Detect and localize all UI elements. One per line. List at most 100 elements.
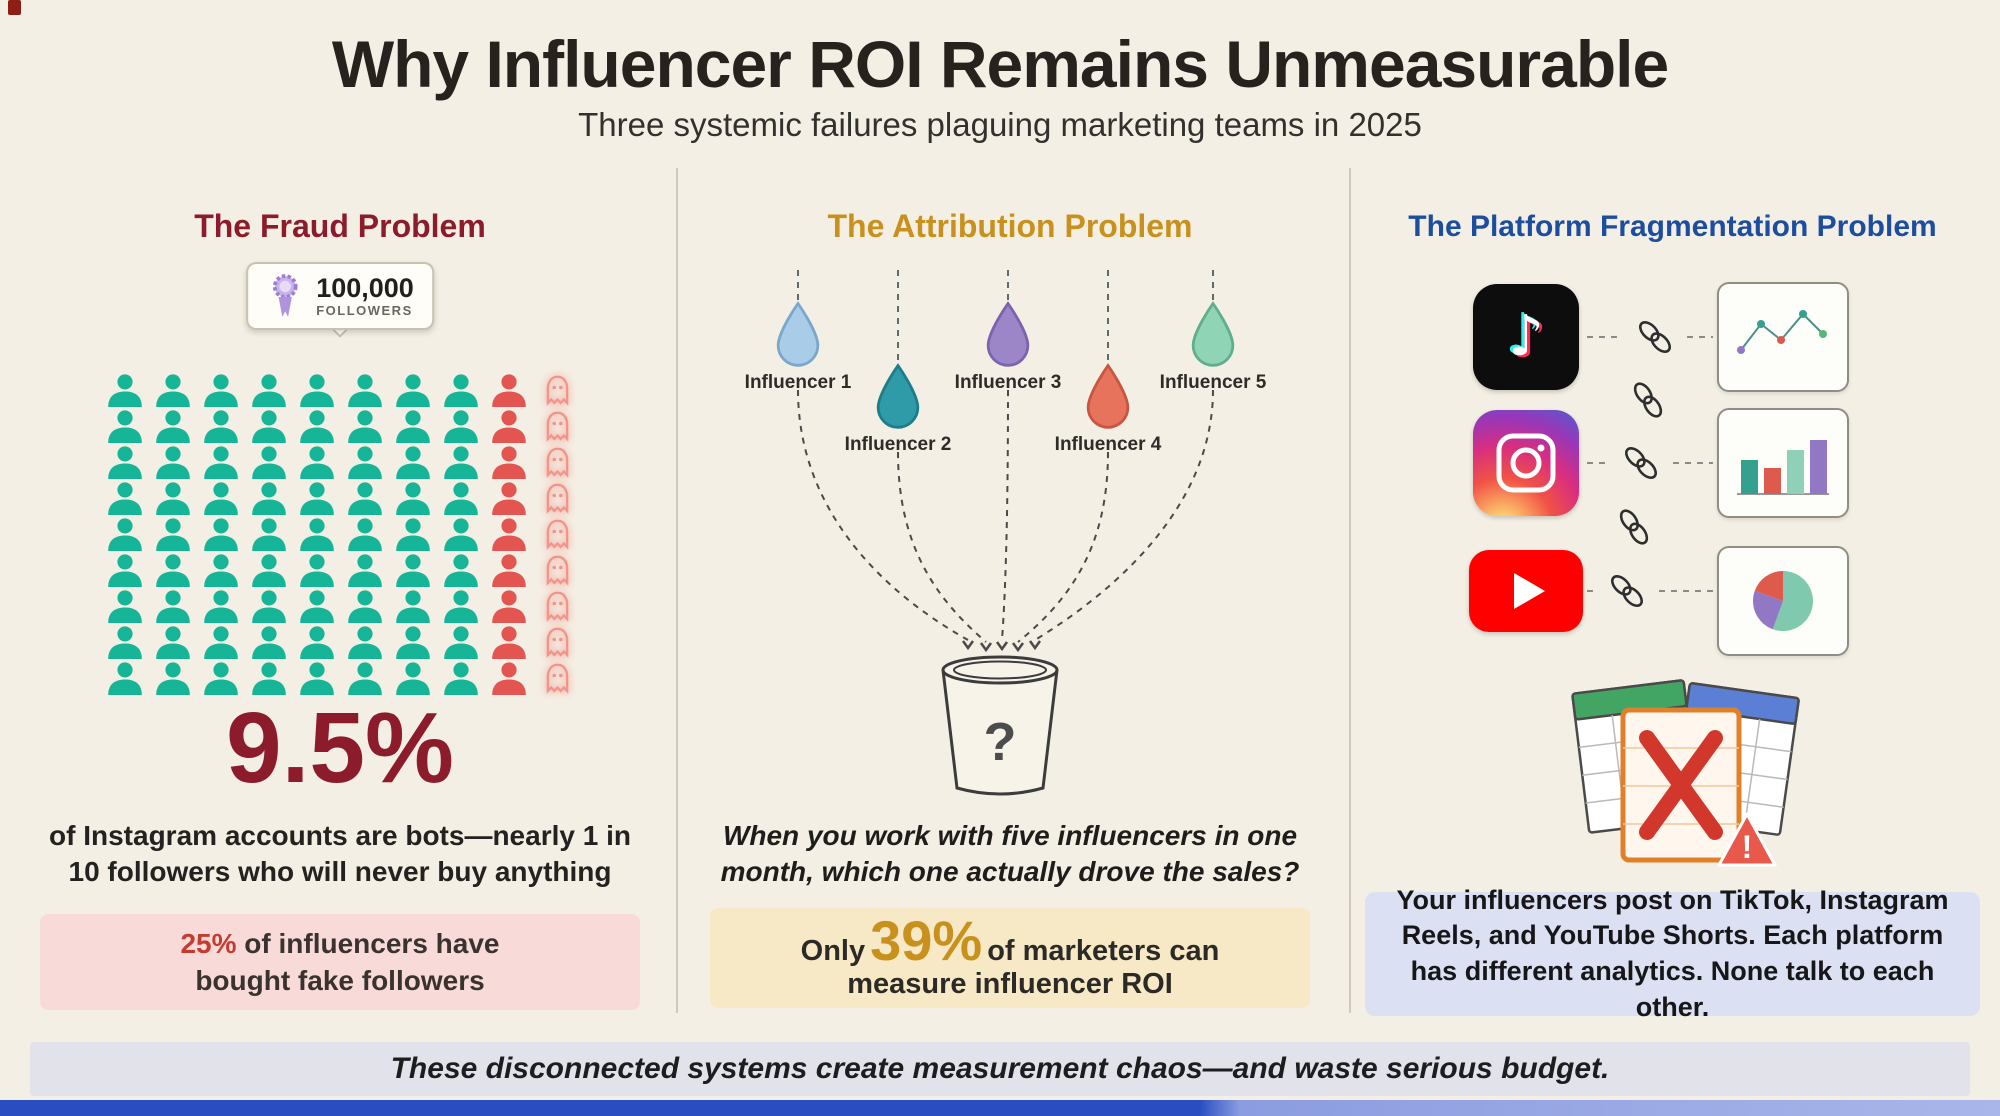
follower-icon-real bbox=[248, 590, 290, 623]
influencer-label: Influencer 4 bbox=[1054, 434, 1162, 455]
droplet-icon bbox=[1086, 363, 1130, 429]
bottom-accent-bar bbox=[0, 1100, 2000, 1116]
influencer-drop: Influencer 1 bbox=[743, 300, 853, 394]
attr-callout-highlight: 39% bbox=[870, 908, 983, 972]
line-chart-icon bbox=[1717, 282, 1849, 392]
follower-grid bbox=[101, 372, 581, 696]
bucket-icon: ? bbox=[941, 655, 1059, 796]
attribution-question: When you work with five influencers in o… bbox=[720, 820, 1300, 888]
footer-text: These disconnected systems create measur… bbox=[390, 1052, 1610, 1085]
follower-icon-real bbox=[440, 590, 482, 623]
follower-icon-ghost bbox=[541, 409, 574, 444]
tiktok-note-glyph: ♪ bbox=[1508, 304, 1544, 369]
droplet-feed-lines bbox=[797, 270, 1214, 362]
fragmentation-callout: Your influencers post on TikTok, Instagr… bbox=[1365, 885, 1980, 1022]
follower-icon-real bbox=[152, 374, 194, 407]
footer-banner: These disconnected systems create measur… bbox=[30, 1042, 1970, 1096]
attribution-flow-diagram: ? bbox=[797, 270, 1214, 796]
arrowheads bbox=[961, 640, 1042, 653]
disconnected-spreadsheets-icon: ! bbox=[1571, 679, 1800, 867]
follower-icon-real bbox=[152, 410, 194, 443]
follower-icon-real bbox=[392, 626, 434, 659]
follower-icon-real bbox=[392, 482, 434, 515]
fraud-stat: 9.5% bbox=[226, 692, 454, 804]
chain-link-icon bbox=[1616, 506, 1652, 548]
warning-icon: ! bbox=[1717, 812, 1777, 867]
follower-icon-real bbox=[104, 662, 146, 695]
follower-icon-real bbox=[200, 626, 242, 659]
follower-icon-real bbox=[104, 410, 146, 443]
follower-icon-ghost bbox=[541, 373, 574, 408]
follower-icon-real bbox=[200, 554, 242, 587]
follower-icon-real bbox=[104, 374, 146, 407]
follower-icon-real bbox=[152, 482, 194, 515]
follower-icon-ghost bbox=[541, 445, 574, 480]
chain-link-icon bbox=[1635, 317, 1675, 357]
follower-icon-real bbox=[440, 626, 482, 659]
chain-link-icon bbox=[1621, 443, 1661, 483]
fraud-column: The Fraud Problem 100,000 FOLLOWERS 9.5%… bbox=[15, 150, 665, 1050]
followers-badge-text: 100,000 FOLLOWERS bbox=[316, 273, 414, 318]
follower-icon-bot bbox=[488, 554, 530, 587]
follower-icon-real bbox=[344, 518, 386, 551]
follower-icon-ghost bbox=[541, 625, 574, 660]
follower-icon-bot bbox=[488, 374, 530, 407]
follower-icon-real bbox=[104, 554, 146, 587]
chain-connectors bbox=[1587, 317, 1713, 611]
attribution-callout-line2: measure influencer ROI bbox=[847, 967, 1173, 1000]
follower-icon-real bbox=[440, 518, 482, 551]
follower-icon-real bbox=[152, 518, 194, 551]
followers-count: 100,000 bbox=[316, 273, 414, 304]
follower-icon-real bbox=[248, 374, 290, 407]
follower-icon-real bbox=[296, 518, 338, 551]
follower-icon-real bbox=[104, 626, 146, 659]
followers-label: FOLLOWERS bbox=[316, 302, 413, 318]
follower-icon-real bbox=[248, 662, 290, 695]
follower-icon-real bbox=[152, 446, 194, 479]
follower-icon-real bbox=[344, 662, 386, 695]
follower-icon-real bbox=[344, 410, 386, 443]
follower-icon-ghost bbox=[541, 481, 574, 516]
converging-arrows bbox=[797, 389, 1214, 643]
warning-exclamation: ! bbox=[1742, 829, 1753, 865]
follower-icon-real bbox=[296, 590, 338, 623]
follower-icon-real bbox=[440, 446, 482, 479]
influencer-drop: Influencer 5 bbox=[1158, 300, 1268, 394]
corner-mark bbox=[8, 0, 21, 15]
follower-icon-real bbox=[392, 590, 434, 623]
attr-callout-prefix: Only bbox=[800, 934, 866, 967]
follower-icon-ghost bbox=[541, 553, 574, 588]
follower-icon-real bbox=[152, 590, 194, 623]
follower-icon-real bbox=[296, 626, 338, 659]
tiktok-icon: ♪ bbox=[1473, 284, 1579, 390]
droplet-icon bbox=[986, 301, 1030, 367]
influencer-drop: Influencer 3 bbox=[953, 300, 1063, 394]
follower-icon-real bbox=[248, 626, 290, 659]
follower-icon-bot bbox=[488, 482, 530, 515]
follower-icon-real bbox=[392, 410, 434, 443]
fraud-callout: 25% of influencers have bought fake foll… bbox=[40, 914, 640, 1010]
follower-icon-real bbox=[344, 446, 386, 479]
follower-icon-real bbox=[392, 374, 434, 407]
follower-icon-real bbox=[440, 662, 482, 695]
follower-icon-real bbox=[296, 446, 338, 479]
follower-icon-bot bbox=[488, 590, 530, 623]
follower-icon-real bbox=[200, 410, 242, 443]
fraud-callout-rest: of influencers have bbox=[236, 928, 500, 959]
follower-icon-real bbox=[104, 518, 146, 551]
follower-icon-bot bbox=[488, 410, 530, 443]
followers-badge: 100,000 FOLLOWERS bbox=[246, 262, 434, 330]
follower-icon-real bbox=[392, 446, 434, 479]
follower-icon-real bbox=[248, 446, 290, 479]
attribution-callout: Only 39% of marketers can measure influe… bbox=[710, 908, 1310, 1008]
follower-icon-real bbox=[200, 518, 242, 551]
chain-link-icon bbox=[1630, 379, 1666, 421]
instagram-camera-glyph bbox=[1496, 433, 1556, 493]
follower-icon-real bbox=[104, 590, 146, 623]
spreadsheet-error bbox=[1620, 707, 1742, 863]
follower-icon-real bbox=[440, 374, 482, 407]
fragmentation-column: The Platform Fragmentation Problem ♪ bbox=[1355, 150, 1990, 1050]
attribution-callout-line1: Only 39% of marketers can bbox=[800, 908, 1220, 972]
influencer-drop: Influencer 4 bbox=[1053, 362, 1163, 456]
follower-icon-real bbox=[200, 662, 242, 695]
